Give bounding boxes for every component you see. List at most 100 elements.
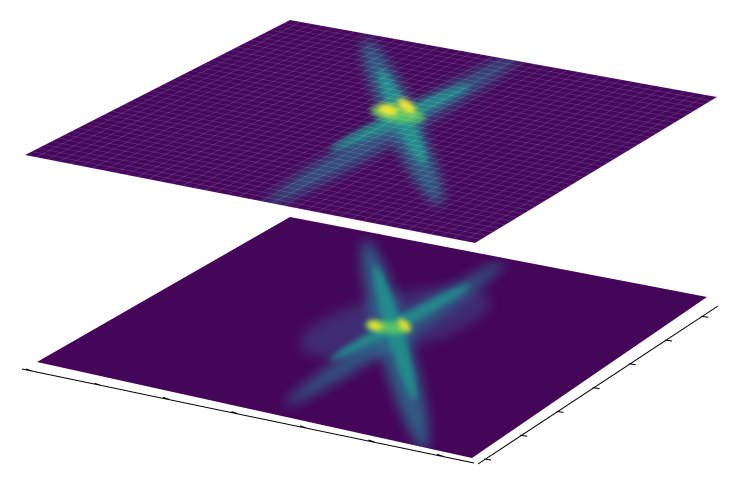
mesh-line: [38, 147, 488, 236]
mesh-line: [193, 48, 451, 189]
mesh-line: [463, 94, 707, 242]
streak: [367, 320, 383, 331]
mesh-line: [150, 90, 591, 174]
mesh-line: [71, 131, 518, 218]
surface-fill: [264, 39, 521, 206]
mesh-line: [84, 124, 530, 211]
mesh-line: [77, 127, 524, 215]
mesh-line: [270, 29, 699, 109]
mesh-line: [283, 64, 536, 206]
mesh-line: [204, 50, 461, 191]
mesh-line: [373, 79, 622, 224]
mesh-line: [429, 89, 675, 235]
mesh-line: [91, 120, 536, 207]
x-tick: [436, 453, 444, 457]
mesh-line: [289, 20, 717, 98]
x-tick: [162, 396, 170, 400]
mesh-line: [203, 63, 639, 145]
x-tick: [94, 382, 101, 386]
mesh-line: [124, 104, 566, 189]
y-tick: [664, 339, 673, 342]
mesh-line: [339, 73, 590, 217]
mesh-line: [137, 97, 578, 182]
mesh-line: [256, 36, 687, 116]
mesh-line: [148, 40, 408, 180]
mesh-line: [182, 46, 440, 187]
mesh-line: [117, 107, 560, 193]
mesh: [25, 20, 717, 243]
mesh-line: [170, 80, 609, 163]
mesh-line: [418, 87, 664, 233]
mesh-line: [216, 52, 472, 193]
y-tick: [628, 363, 636, 366]
mesh-line: [81, 29, 344, 167]
y-tick: [520, 434, 528, 437]
y-tick: [592, 387, 600, 390]
axes: [21, 305, 719, 465]
mesh-line: [328, 71, 579, 215]
mesh-line: [58, 25, 323, 162]
mesh-line: [276, 26, 705, 105]
mesh-line: [238, 56, 493, 198]
mesh-line: [97, 117, 542, 204]
contour-fill: [284, 239, 506, 451]
mesh-line: [263, 33, 693, 112]
mesh-line: [171, 44, 429, 184]
streak: [397, 98, 416, 114]
mesh-line: [159, 42, 419, 182]
mesh-line: [261, 60, 515, 202]
mesh-line: [249, 58, 504, 200]
mesh-line: [236, 46, 669, 127]
mesh-line: [217, 56, 651, 138]
mesh-line: [351, 75, 600, 220]
mesh-line: [111, 110, 554, 196]
y-tick: [556, 410, 564, 413]
mesh-line: [362, 77, 611, 222]
mesh-line: [452, 92, 696, 239]
streak: [377, 104, 399, 116]
mesh-line: [250, 39, 681, 120]
mesh-line: [230, 50, 663, 131]
mesh-line: [294, 65, 547, 209]
mesh-line: [243, 43, 675, 123]
mesh-line: [183, 73, 621, 156]
mesh-line: [272, 62, 525, 204]
y-axis-line: [477, 305, 719, 465]
mesh-line: [283, 23, 712, 101]
x-tick: [231, 411, 238, 415]
mesh-line: [306, 67, 558, 211]
mesh-line: [190, 70, 627, 153]
mesh-line: [126, 37, 387, 176]
mesh-line: [69, 27, 333, 165]
mesh-line: [164, 83, 603, 167]
mesh-line: [36, 21, 301, 158]
mesh-line: [441, 90, 686, 237]
streak: [397, 319, 411, 331]
mesh-line: [137, 38, 397, 178]
mesh-line: [31, 151, 482, 240]
mesh-line: [114, 35, 376, 173]
mesh-line: [407, 85, 654, 231]
mesh-line: [58, 137, 506, 226]
mesh-line: [197, 66, 633, 149]
mesh-line: [44, 144, 494, 233]
x-tick: [299, 425, 307, 429]
mesh-line: [227, 54, 483, 195]
mesh-line: [130, 100, 572, 185]
mesh-line: [223, 53, 657, 134]
x-tick: [368, 439, 375, 443]
mesh-line: [92, 31, 355, 169]
x-tick: [25, 368, 33, 372]
mesh-line: [157, 87, 597, 171]
mesh-line: [396, 83, 643, 228]
y-tick: [701, 315, 709, 318]
mesh-line: [210, 60, 645, 142]
mesh-line: [384, 81, 632, 226]
surface: [25, 20, 717, 243]
mesh-line: [317, 69, 568, 213]
mesh-line: [47, 23, 312, 160]
contour-plane: [37, 217, 707, 458]
mesh-line: [64, 134, 512, 222]
mesh-line: [51, 141, 500, 229]
